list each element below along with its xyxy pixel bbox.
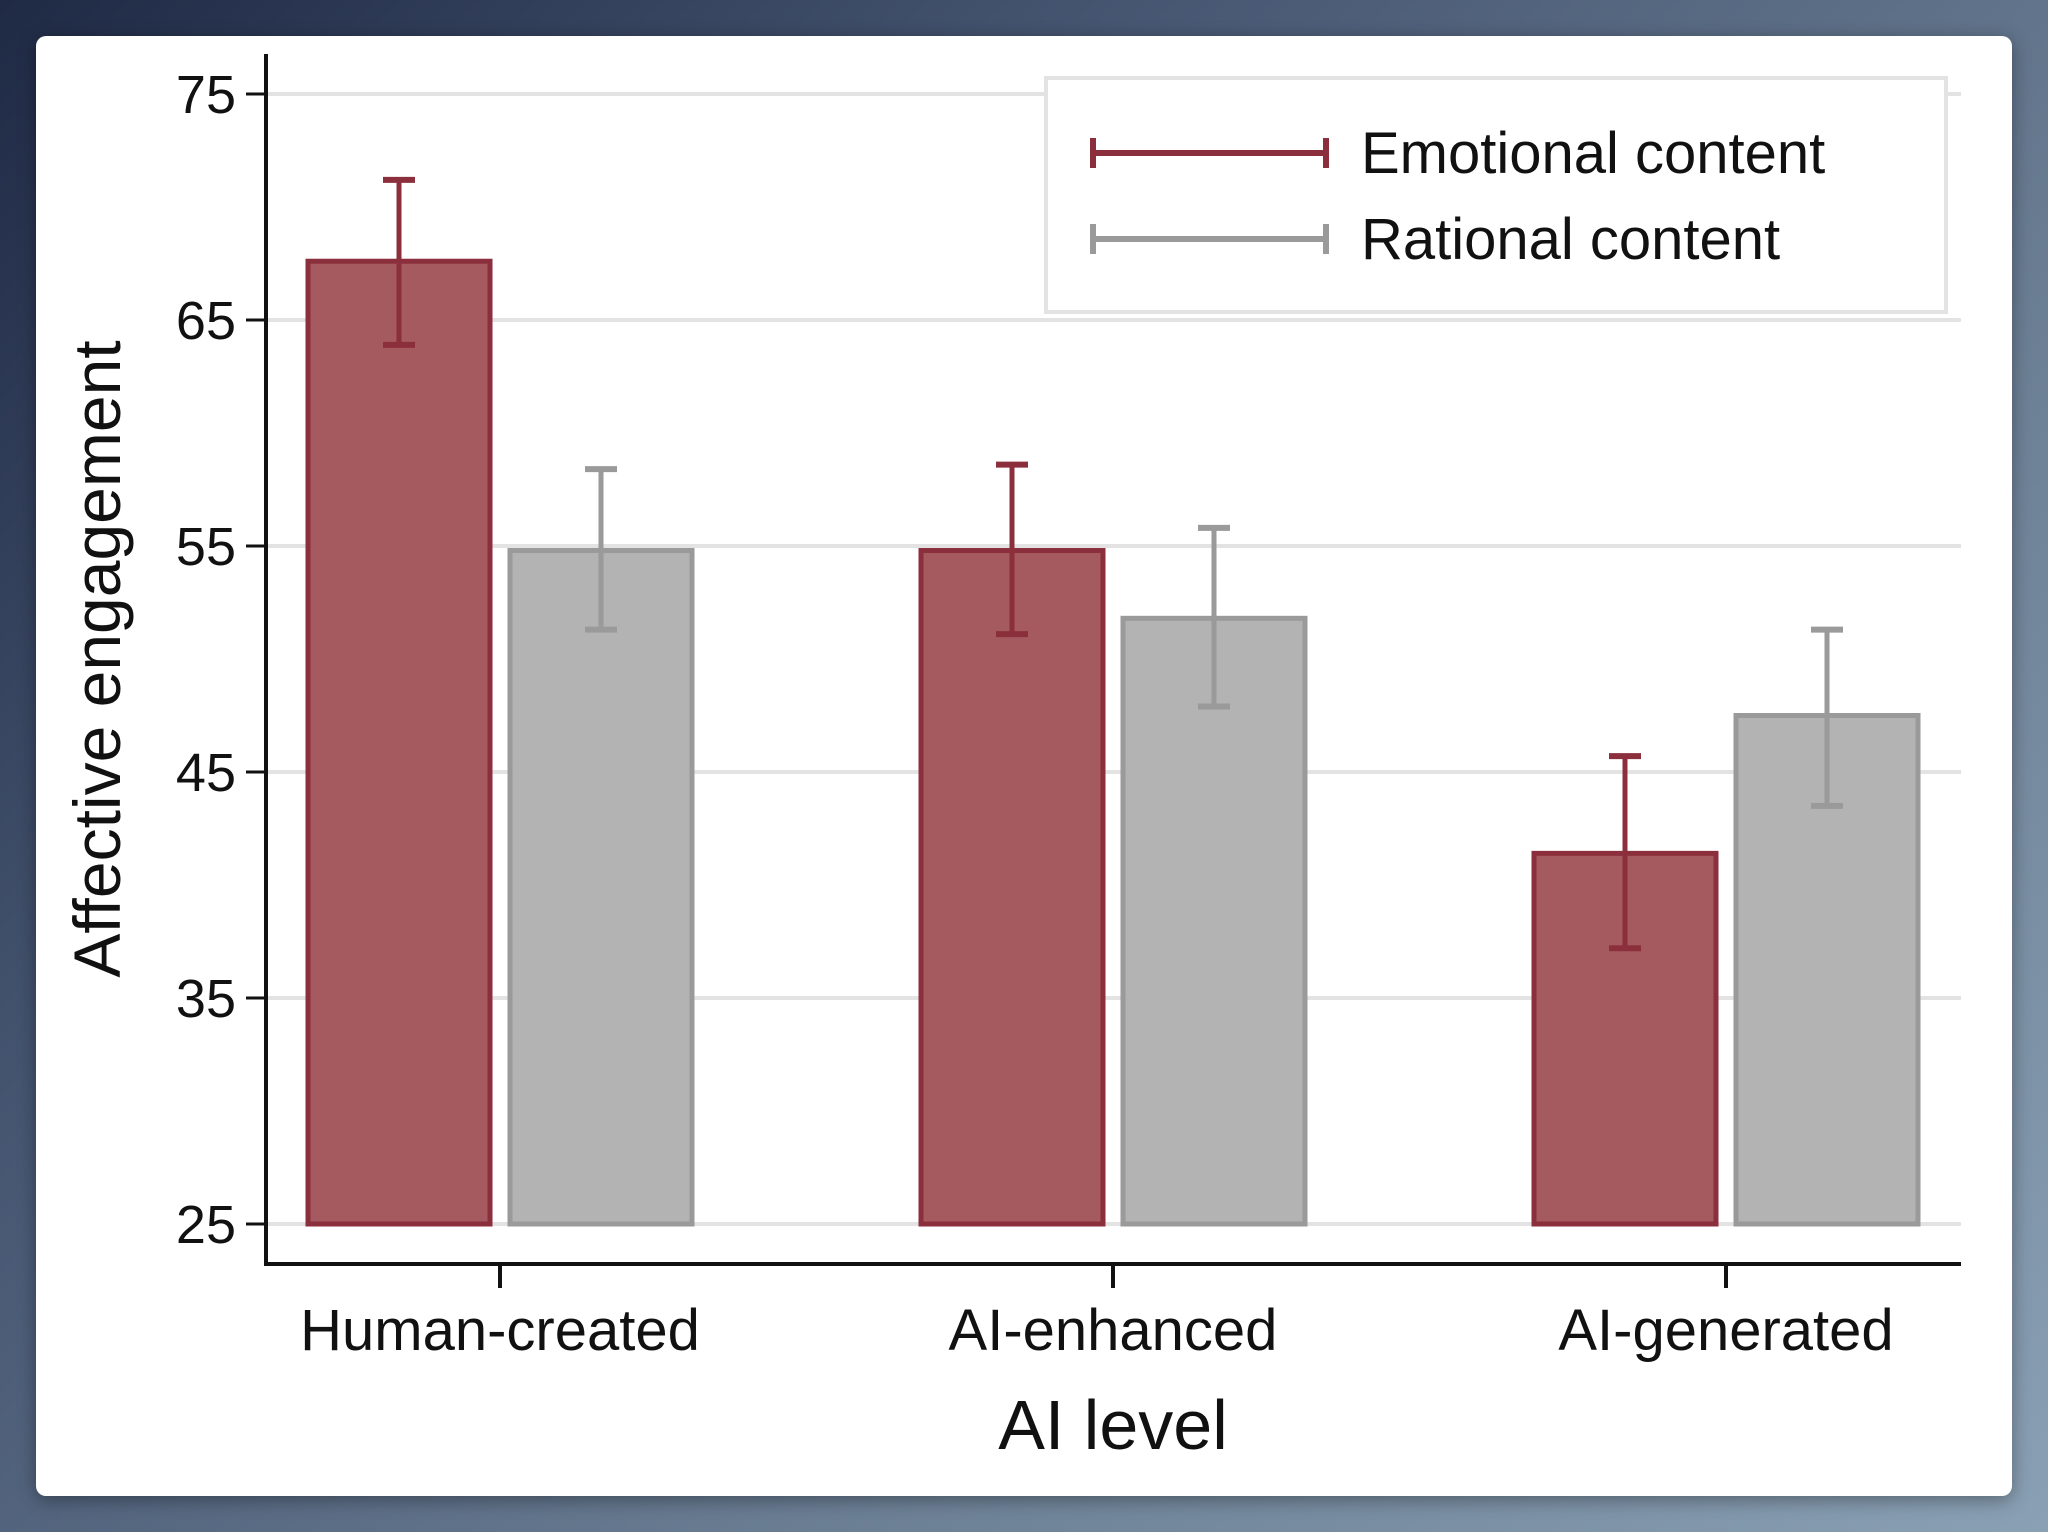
y-tick-label: 75 bbox=[176, 65, 236, 125]
bar-chart: 25 35 45 55 65 75 Human-created AI-enhanced AI-… bbox=[60, 54, 1961, 1464]
error-bar bbox=[996, 461, 1028, 638]
error-bar bbox=[383, 176, 415, 348]
bar-rational-content bbox=[507, 548, 695, 1227]
error-bar bbox=[1609, 753, 1641, 952]
bar-emotional-content bbox=[918, 548, 1106, 1227]
y-tick-label: 35 bbox=[176, 969, 236, 1029]
y-tick-label: 45 bbox=[176, 743, 236, 803]
y-ticks: 25 35 45 55 65 75 bbox=[176, 65, 266, 1255]
legend-box bbox=[1044, 76, 1948, 314]
bar-emotional-content bbox=[305, 258, 493, 1227]
y-tick-label: 25 bbox=[176, 1195, 236, 1255]
x-tick-label: AI-generated bbox=[1558, 1298, 1893, 1363]
error-bar bbox=[585, 466, 617, 633]
y-tick-label: 65 bbox=[176, 291, 236, 351]
legend-item: Emotional content bbox=[1090, 121, 1825, 186]
x-axis-label: AI level bbox=[998, 1386, 1228, 1464]
legend-label: Rational content bbox=[1361, 207, 1780, 272]
legend-item: Rational content bbox=[1090, 207, 1780, 272]
x-tick-label: Human-created bbox=[300, 1298, 700, 1363]
y-tick-label: 55 bbox=[176, 517, 236, 577]
bars bbox=[305, 258, 1921, 1227]
x-tick-label: AI-enhanced bbox=[949, 1298, 1278, 1363]
error-bar bbox=[1198, 524, 1230, 710]
bar-rational-content bbox=[1120, 615, 1308, 1227]
x-ticks: Human-created AI-enhanced AI-generated bbox=[300, 1264, 1894, 1363]
legend-items: Emotional content Rational content bbox=[1090, 121, 1825, 272]
chart-card: 25 35 45 55 65 75 Human-created AI-enhanced AI-… bbox=[36, 36, 2012, 1496]
error-bar bbox=[1811, 626, 1843, 809]
y-axis-label: Affective engagement bbox=[60, 340, 134, 977]
legend-label: Emotional content bbox=[1361, 121, 1825, 186]
error-bars bbox=[383, 176, 1843, 952]
legend: Emotional content Rational content bbox=[1044, 76, 1948, 314]
